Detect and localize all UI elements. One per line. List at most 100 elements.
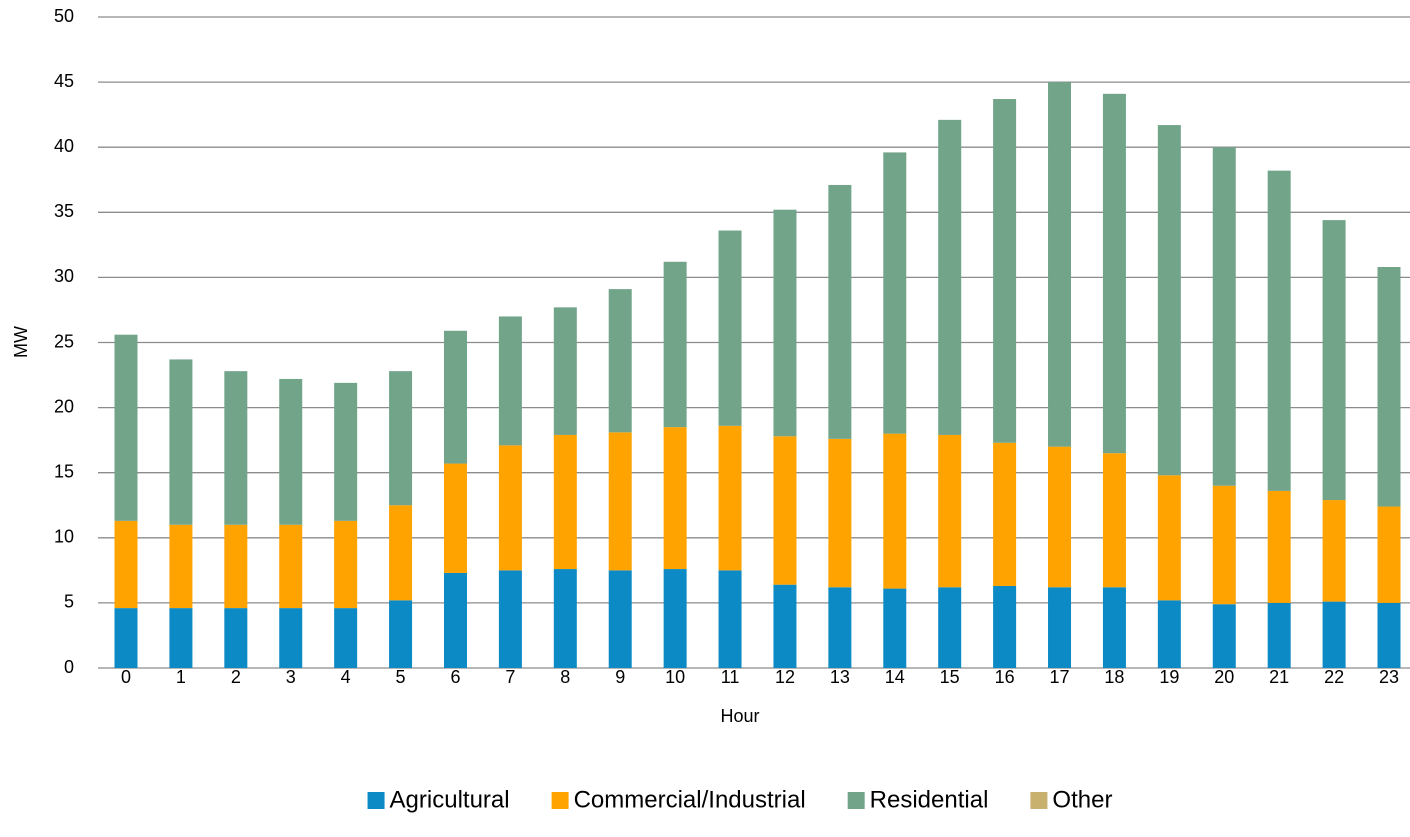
bar-segment — [389, 371, 413, 506]
legend-label: Commercial/Industrial — [574, 786, 806, 813]
bar-segment — [1157, 600, 1181, 668]
bar-segment — [334, 382, 358, 521]
x-tick-label: 12 — [775, 667, 795, 687]
bar-segment — [608, 570, 632, 668]
x-tick-label: 19 — [1159, 667, 1179, 687]
bar-segment — [279, 378, 303, 525]
bar-segment — [1322, 601, 1346, 668]
bar-segment — [1102, 587, 1126, 668]
bar-segment — [1267, 170, 1291, 491]
x-tick-label: 8 — [560, 667, 570, 687]
bar-segment — [828, 438, 852, 588]
bar-segment — [993, 99, 1017, 443]
bar-segment — [938, 119, 962, 435]
bar-segment — [1267, 490, 1291, 603]
bar-segment — [1377, 506, 1401, 603]
x-tick-label: 22 — [1324, 667, 1344, 687]
x-tick-label: 9 — [615, 667, 625, 687]
bar-segment — [443, 330, 467, 464]
x-tick-label: 23 — [1379, 667, 1399, 687]
bar-segment — [224, 524, 248, 609]
y-tick-label: 15 — [54, 461, 74, 481]
x-tick-label: 21 — [1269, 667, 1289, 687]
legend-label: Residential — [870, 786, 989, 813]
bar-segment — [389, 600, 413, 668]
bar-segment — [1048, 82, 1072, 447]
bar-segment — [718, 230, 742, 426]
y-tick-label: 20 — [54, 396, 74, 416]
bar-segment — [498, 316, 522, 446]
x-tick-label: 18 — [1104, 667, 1124, 687]
x-tick-label: 17 — [1050, 667, 1070, 687]
bar-segment — [1212, 604, 1236, 668]
bar-segment — [663, 569, 687, 668]
x-tick-label: 13 — [830, 667, 850, 687]
bar-segment — [169, 524, 193, 609]
x-tick-label: 0 — [121, 667, 131, 687]
bar-segment — [1157, 475, 1181, 601]
legend-swatch — [1030, 792, 1048, 809]
bar-segment — [1322, 500, 1346, 602]
bar-segment — [773, 436, 797, 585]
bar-segment — [1157, 125, 1181, 476]
y-tick-label: 50 — [54, 6, 74, 26]
bar-segment — [663, 427, 687, 570]
legend-swatch — [367, 792, 385, 809]
x-tick-label: 5 — [396, 667, 406, 687]
bar-segment — [773, 209, 797, 437]
bar-segment — [1212, 147, 1236, 486]
y-tick-label: 25 — [54, 331, 74, 351]
bar-segment — [773, 584, 797, 668]
bar-segment — [1377, 266, 1401, 507]
x-tick-label: 20 — [1214, 667, 1234, 687]
bar-segment — [443, 463, 467, 573]
bar-segment — [1377, 602, 1401, 668]
y-tick-label: 35 — [54, 201, 74, 221]
bar-segment — [443, 572, 467, 668]
x-tick-label: 16 — [995, 667, 1015, 687]
legend-swatch — [551, 792, 569, 809]
bar-segment — [498, 445, 522, 571]
bar-segment — [608, 289, 632, 433]
x-tick-label: 1 — [176, 667, 186, 687]
bar-segment — [938, 587, 962, 668]
x-tick-label: 10 — [665, 667, 685, 687]
bar-segment — [114, 334, 138, 521]
x-tick-label: 6 — [450, 667, 460, 687]
y-tick-label: 45 — [54, 71, 74, 91]
y-tick-label: 40 — [54, 136, 74, 156]
bar-segment — [1322, 220, 1346, 501]
x-tick-label: 3 — [286, 667, 296, 687]
bar-segment — [1267, 602, 1291, 668]
bar-segment — [553, 569, 577, 668]
bar-segment — [279, 524, 303, 609]
legend-label: Other — [1052, 786, 1112, 813]
bar-segment — [114, 520, 138, 609]
bar-segment — [224, 371, 248, 525]
y-tick-label: 10 — [54, 527, 74, 547]
bar-segment — [553, 307, 577, 435]
bar-segment — [279, 608, 303, 668]
bar-segment — [718, 570, 742, 668]
bar-segment — [169, 359, 193, 525]
legend-label: Agricultural — [390, 786, 510, 813]
y-tick-label: 30 — [54, 266, 74, 286]
x-tick-label: 14 — [885, 667, 905, 687]
bar-segment — [993, 442, 1017, 586]
bar-segment — [1102, 453, 1126, 588]
x-tick-label: 7 — [505, 667, 515, 687]
bar-segment — [938, 434, 962, 588]
x-tick-label: 2 — [231, 667, 241, 687]
bar-segment — [1048, 587, 1072, 668]
bar-segment — [883, 433, 907, 589]
legend-swatch — [847, 792, 865, 809]
bar-segment — [553, 434, 577, 570]
bar-segment — [169, 608, 193, 668]
bar-segment — [718, 425, 742, 571]
bar-segment — [883, 588, 907, 668]
y-tick-label: 5 — [64, 592, 74, 612]
bar-segment — [389, 505, 413, 601]
bar-segment — [993, 585, 1017, 668]
bar-segment — [828, 587, 852, 668]
